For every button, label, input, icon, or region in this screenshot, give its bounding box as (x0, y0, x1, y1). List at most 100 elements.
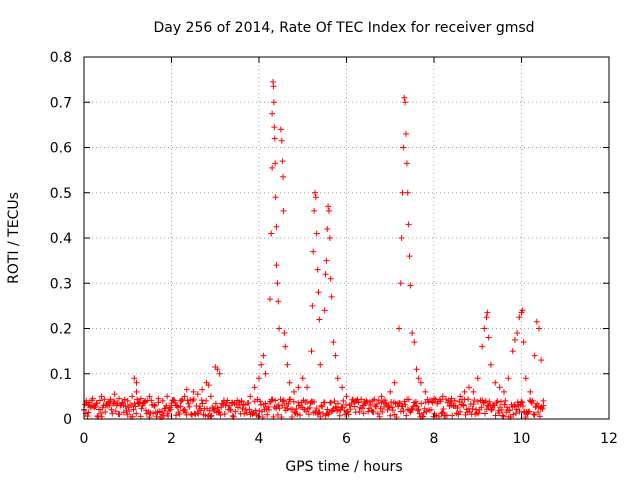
baseline-point (212, 400, 219, 407)
baseline-point (481, 410, 488, 417)
data-point (151, 402, 157, 409)
baseline-point (274, 411, 281, 418)
baseline-point (257, 398, 264, 405)
data-point (407, 282, 414, 289)
baseline-point (272, 397, 279, 404)
baseline-point (370, 408, 377, 415)
data-point (501, 388, 507, 395)
data-point (401, 94, 408, 101)
data-point (415, 375, 422, 382)
baseline-point (199, 400, 206, 407)
x-tick-label: 2 (167, 431, 176, 447)
data-point (270, 99, 277, 106)
data-point (511, 336, 518, 343)
data-point (313, 230, 320, 237)
data-point (334, 375, 341, 382)
y-tick-label: 0.3 (50, 276, 72, 292)
baseline-point (321, 399, 328, 406)
data-point (273, 262, 280, 269)
baseline-point (319, 403, 326, 410)
data-point (328, 293, 335, 300)
data-point (361, 402, 367, 409)
data-point (397, 280, 404, 287)
data-point (321, 307, 328, 314)
baseline-point (190, 396, 197, 403)
data-point (280, 207, 287, 214)
data-point (146, 393, 153, 400)
data-point (417, 379, 424, 386)
baseline-point (340, 397, 347, 404)
baseline-point (138, 405, 145, 412)
baseline-point (532, 404, 539, 411)
baseline-point (280, 397, 287, 404)
data-point (481, 325, 488, 332)
baseline-point (121, 396, 128, 403)
data-point (332, 352, 339, 359)
baseline-point (396, 399, 403, 406)
y-tick-label: 0.8 (50, 50, 72, 66)
baseline-point (279, 402, 286, 409)
data-point (272, 194, 279, 201)
baseline-point (194, 410, 201, 417)
data-point (194, 391, 201, 398)
baseline-point (185, 400, 192, 407)
data-point (474, 375, 481, 382)
baseline-point (232, 408, 239, 415)
x-tick-label: 12 (600, 431, 618, 447)
baseline-point (255, 413, 262, 420)
baseline-point (465, 396, 472, 403)
baseline-point (296, 412, 303, 419)
baseline-point (402, 401, 409, 408)
baseline-point (379, 408, 386, 415)
baseline-point (531, 411, 538, 418)
data-point (304, 384, 311, 391)
data-point (516, 314, 523, 321)
baseline-point (400, 407, 407, 414)
baseline-point (281, 404, 288, 411)
baseline-point (109, 410, 116, 417)
data-point (286, 379, 293, 386)
data-point (258, 361, 265, 368)
data-point (403, 130, 409, 137)
data-point (312, 194, 319, 201)
baseline-point (486, 398, 493, 405)
data-point (181, 393, 188, 400)
data-point (271, 135, 278, 142)
baseline-point (516, 408, 523, 415)
baseline-point (281, 398, 288, 405)
baseline-point (440, 405, 447, 412)
data-point (89, 395, 96, 402)
baseline-point (358, 396, 365, 403)
baseline-point (457, 408, 464, 415)
baseline-point (96, 406, 103, 413)
data-point (314, 266, 321, 273)
x-tick-label: 10 (513, 431, 531, 447)
baseline-point (367, 401, 374, 408)
data-point (98, 393, 105, 400)
data-point (309, 302, 316, 309)
data-point (339, 384, 346, 391)
baseline-point (195, 410, 202, 417)
baseline-point (141, 399, 148, 406)
data-point (483, 314, 490, 321)
baseline-point (196, 403, 203, 410)
data-point (402, 99, 409, 106)
baseline-point (227, 406, 234, 413)
baseline-point (512, 410, 519, 417)
data-point (325, 203, 332, 210)
data-point (268, 230, 275, 237)
data-point (509, 348, 516, 355)
baseline-point (358, 405, 365, 412)
data-point (262, 370, 269, 377)
baseline-point (460, 402, 467, 409)
baseline-point (163, 402, 170, 409)
data-point (177, 397, 184, 404)
data-point (247, 393, 254, 400)
data-point (276, 325, 283, 332)
baseline-point (408, 406, 415, 413)
baseline-point (148, 397, 155, 404)
data-point (269, 110, 276, 117)
baseline-point (177, 403, 184, 410)
baseline-point (228, 399, 235, 406)
baseline-point (269, 396, 276, 403)
